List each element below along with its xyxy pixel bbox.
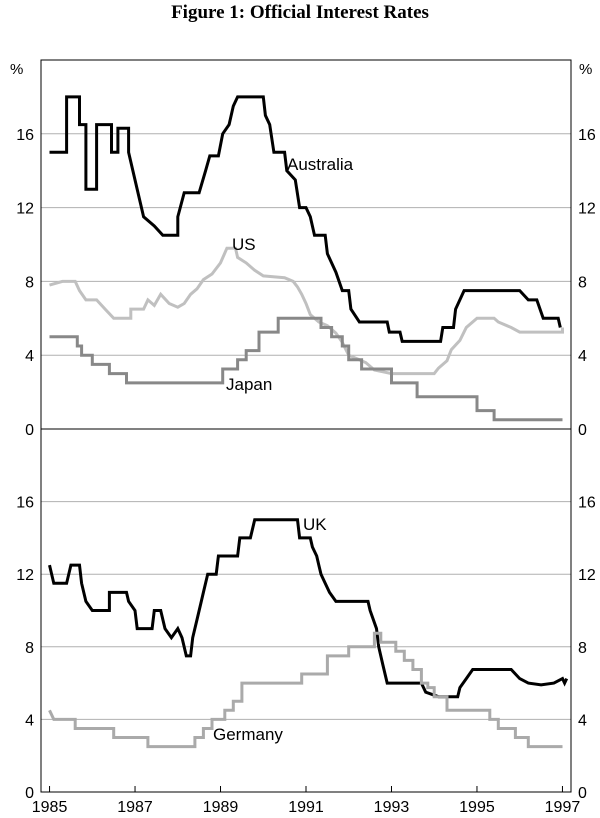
series-label-us: US	[232, 235, 256, 254]
series-line-japan	[49, 316, 563, 422]
series-label-uk: UK	[303, 515, 327, 534]
bottom-labels: UK Germany	[213, 515, 327, 744]
series-line-australia	[49, 95, 562, 343]
y-tick-label-left: 8	[25, 640, 34, 657]
y-tick-label-right: 4	[578, 712, 587, 729]
y-tick-label-right: 8	[578, 640, 587, 657]
y-tick-label-left: 4	[25, 348, 34, 365]
bottom-series	[48, 518, 569, 749]
bottom-gridlines	[41, 501, 571, 720]
y-unit-left: %	[10, 61, 23, 78]
x-tick-label: 1987	[117, 799, 153, 816]
x-tick-label: 1991	[288, 799, 324, 816]
x-axis: 1985 1987 1989 1991 1993 1995 1997	[32, 786, 581, 816]
x-tick-label: 1989	[203, 799, 239, 816]
top-labels: Australia US Japan	[226, 155, 354, 394]
y-tick-label-right: 12	[578, 201, 596, 218]
y-tick-label-left: 0	[25, 785, 34, 802]
y-tick-label-right: 0	[578, 785, 587, 802]
y-unit-right: %	[579, 61, 592, 78]
y-tick-label-left: 4	[25, 712, 34, 729]
y-tick-label-left: 16	[16, 127, 34, 144]
y-tick-label-right: 4	[578, 348, 587, 365]
x-tick-label: 1985	[32, 799, 68, 816]
series-line-uk	[48, 518, 569, 699]
series-line-us	[49, 246, 564, 376]
x-tick-label: 1995	[459, 799, 495, 816]
top-ticks: 0 0 4 4 8 8 12 12 16 16	[16, 127, 596, 439]
panel-bottom: UK Germany 0 0 4 4 8 8 12 12 16 16	[16, 495, 596, 802]
y-tick-label-left: 12	[16, 567, 34, 584]
x-tick-label: 1997	[545, 799, 581, 816]
y-tick-label-right: 16	[578, 127, 596, 144]
series-label-germany: Germany	[213, 725, 283, 744]
bottom-ticks: 0 0 4 4 8 8 12 12 16 16	[16, 495, 596, 802]
series-line-germany	[48, 631, 563, 749]
figure-title: Figure 1: Official Interest Rates	[171, 2, 429, 23]
series-label-australia: Australia	[287, 155, 354, 174]
y-tick-label-left: 8	[25, 274, 34, 291]
series-label-japan: Japan	[226, 375, 272, 394]
y-tick-label-left: 0	[25, 422, 34, 439]
x-tick-label: 1993	[374, 799, 410, 816]
panel-top: Australia US Japan 0 0 4 4 8 8 12 12 16 16	[16, 95, 596, 439]
y-tick-label-left: 16	[16, 495, 34, 512]
y-tick-label-right: 0	[578, 422, 587, 439]
top-series	[49, 95, 564, 422]
y-tick-label-right: 16	[578, 495, 596, 512]
y-tick-label-left: 12	[16, 201, 34, 218]
y-tick-label-right: 8	[578, 274, 587, 291]
y-tick-label-right: 12	[578, 567, 596, 584]
